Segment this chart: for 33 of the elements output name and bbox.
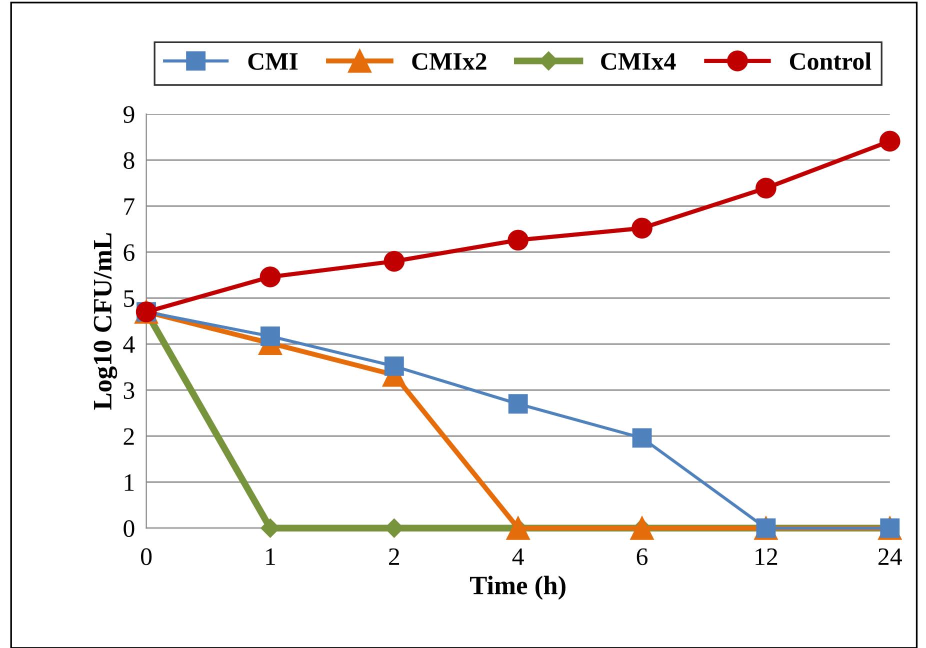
point — [508, 230, 529, 251]
x-tick-label: 4 — [512, 548, 524, 565]
point — [260, 326, 280, 346]
point — [508, 394, 528, 414]
legend-label: CMI — [248, 53, 298, 70]
x-tick-label: 0 — [141, 548, 152, 566]
y-tick-label: 5 — [124, 290, 134, 307]
point — [879, 130, 900, 152]
y-tick-label: 6 — [124, 244, 134, 261]
y-tick-label: 7 — [124, 198, 134, 215]
y-tick-label: 3 — [124, 382, 134, 400]
legend-label: CMIx4 — [601, 53, 676, 70]
point — [756, 178, 776, 199]
point — [260, 266, 281, 288]
point — [384, 356, 404, 376]
y-tick-label: 1 — [124, 474, 134, 491]
x-tick-label: 6 — [636, 548, 648, 566]
x-tick-label: 12 — [756, 548, 778, 565]
y-tick-label: 0 — [124, 520, 134, 538]
y-tick-label: 4 — [123, 336, 135, 353]
x-axis-title: Time (h) — [470, 576, 566, 600]
point — [384, 250, 405, 272]
legend-label: CMIx2 — [412, 53, 486, 70]
y-tick-label: 8 — [124, 152, 134, 169]
x-tick-label: 24 — [878, 548, 902, 565]
y-tick-label: 9 — [124, 106, 134, 123]
y-axis-title: Log10 CFU/mL — [94, 233, 118, 410]
legend-label: Control — [790, 52, 872, 70]
x-tick-label: 1 — [266, 548, 275, 565]
y-tick-label: 2 — [124, 428, 134, 445]
point — [632, 428, 652, 448]
x-tick-label: 2 — [389, 548, 400, 565]
point — [632, 218, 652, 239]
